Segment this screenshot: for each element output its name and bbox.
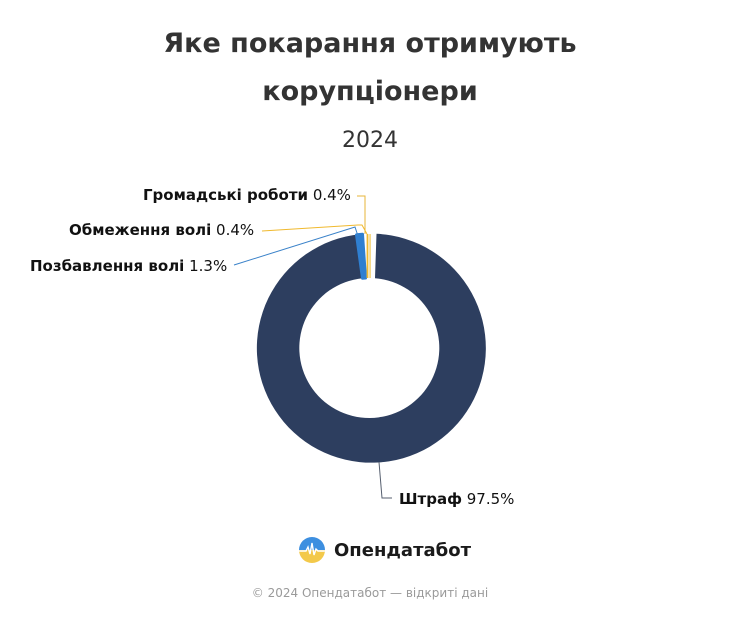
label-restriction-value: 0.4% xyxy=(216,221,255,239)
brand-logo: Опендатабот xyxy=(298,536,471,564)
leader-community xyxy=(357,195,366,234)
leader-restriction xyxy=(261,224,368,235)
slice-imprisonment xyxy=(355,232,367,280)
leader-imprisonment xyxy=(233,226,359,266)
label-imprisonment-name: Позбавлення волі xyxy=(30,257,185,275)
chart-subtitle: 2024 xyxy=(342,128,398,153)
label-restriction-name: Обмеження волі xyxy=(69,221,212,239)
label-fine-value: 97.5% xyxy=(466,490,515,508)
label-imprisonment-value: 1.3% xyxy=(189,257,228,275)
footer-copyright: © 2024 Опендатабот — відкриті дані xyxy=(251,586,489,600)
opendatabot-logo-icon xyxy=(299,537,325,563)
label-fine: Штраф 97.5% xyxy=(399,490,514,508)
chart-title-line1: Яке покарання отримують xyxy=(163,28,577,59)
label-community-name: Громадські роботи xyxy=(143,186,309,204)
label-fine-name: Штраф xyxy=(399,490,462,508)
brand-name: Опендатабот xyxy=(334,539,472,561)
slice-restriction xyxy=(366,234,369,278)
chart-title-line2: корупціонери xyxy=(262,76,478,107)
label-imprisonment: Позбавлення волі 1.3% xyxy=(30,257,227,275)
label-community-value: 0.4% xyxy=(312,186,351,204)
label-community: Громадські роботи 0.4% xyxy=(143,186,351,204)
label-restriction: Обмеження волі 0.4% xyxy=(69,221,254,239)
leader-fine xyxy=(378,461,392,499)
slice-fine xyxy=(256,233,486,463)
slice-community xyxy=(369,234,371,278)
